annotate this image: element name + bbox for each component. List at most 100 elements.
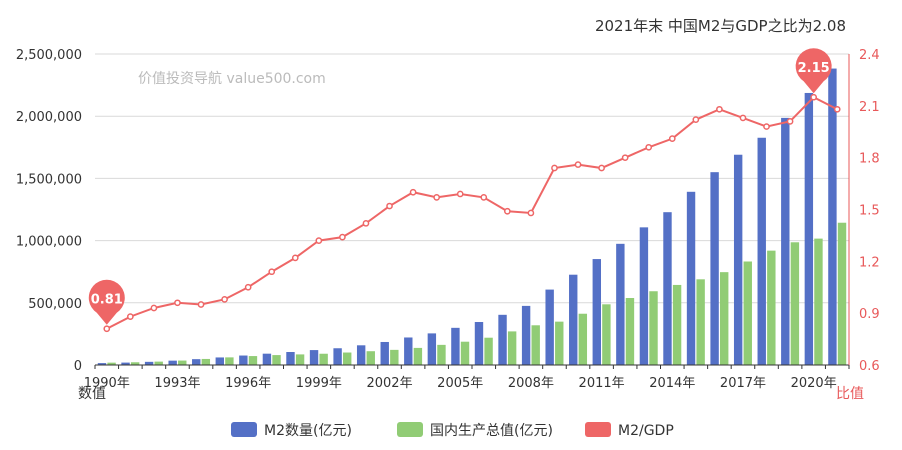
ratio-series-line (106, 95, 838, 330)
ratio-point (409, 188, 417, 196)
chart-title: 2021年末 中国M2与GDP之比为2.08 (595, 17, 846, 35)
x-tick-label: 2005年 (437, 376, 483, 391)
bar-m2 (663, 212, 672, 365)
bar-m2 (733, 154, 743, 365)
bar-gdp (767, 250, 776, 365)
bar-m2 (616, 243, 625, 365)
y-tick-label: 2,000,000 (16, 110, 82, 125)
x-tick-label: 1990年 (84, 376, 130, 391)
ratio-point (551, 164, 558, 172)
bar-gdp (672, 284, 682, 365)
bar-m2 (427, 333, 437, 365)
ratio-point (433, 194, 441, 201)
legend-gdp[interactable]: 国内生产总值(亿元) (397, 422, 553, 439)
x-tick-label: 2017年 (720, 376, 766, 391)
ratio-point (456, 190, 464, 198)
bar-m2 (686, 191, 696, 365)
bar-m2 (215, 357, 224, 365)
y-tick-label: 1,500,000 (16, 172, 82, 187)
ratio-point (833, 105, 841, 113)
ratio-point (268, 268, 276, 276)
ratio-point (291, 254, 299, 262)
marker-pin (88, 279, 125, 325)
bar-m2 (592, 259, 601, 365)
ratio-point (763, 123, 770, 130)
bar-m2 (144, 361, 154, 365)
bar-m2 (828, 68, 837, 366)
ratio-point (810, 93, 818, 101)
ratio-point (126, 313, 134, 320)
ratio-point (786, 118, 794, 125)
bar-gdp (390, 349, 399, 365)
ratio-point (197, 301, 205, 308)
bar-m2 (757, 137, 766, 365)
bar-gdp (814, 238, 823, 365)
x-tick-label: 2014年 (649, 376, 695, 391)
ratio-point (716, 105, 723, 113)
ratio-point (174, 299, 181, 307)
bar-m2 (380, 341, 389, 365)
bar-gdp (413, 347, 423, 365)
legend-ratio-swatch (585, 422, 611, 437)
x-tick-label: 2002年 (366, 376, 412, 391)
bar-m2 (309, 350, 319, 365)
bar-gdp (366, 351, 375, 365)
ratio-point (692, 116, 700, 124)
bar-m2 (168, 360, 177, 365)
y2-tick-label: 2.1 (859, 100, 880, 115)
ratio-point (621, 154, 629, 162)
y-axis-label: 数值 (78, 386, 106, 402)
ratio-point (150, 304, 158, 312)
bar-m2 (121, 362, 130, 365)
bar-m2 (498, 314, 507, 365)
bar-gdp (295, 354, 305, 365)
y2-tick-label: 2.4 (859, 48, 880, 63)
marker-label: 0.81 (91, 293, 123, 308)
ratio-point (527, 209, 535, 217)
bar-gdp (743, 261, 752, 365)
bar-m2 (239, 355, 248, 365)
y-tick-label: 500,000 (28, 297, 82, 312)
y-tick-label: 0 (74, 359, 82, 374)
ratio-point (645, 143, 653, 151)
legend[interactable]: M2数量(亿元) 国内生产总值(亿元) M2/GDP (231, 422, 674, 439)
bar-gdp (201, 358, 211, 365)
ratio-point (315, 237, 323, 244)
y2-tick-label: 1.5 (859, 204, 880, 219)
bar-gdp (460, 341, 470, 365)
legend-m2[interactable]: M2数量(亿元) (231, 422, 352, 439)
ratio-point (739, 114, 747, 122)
bar-gdp (602, 304, 611, 365)
ratio-point (480, 194, 488, 201)
bar-gdp (578, 313, 588, 365)
bar-gdp (790, 242, 800, 365)
bar-gdp (130, 362, 140, 365)
legend-ratio[interactable]: M2/GDP (585, 422, 674, 439)
y2-axis-label: 比值 (836, 386, 864, 402)
bars[interactable] (97, 68, 847, 366)
bar-m2 (781, 117, 790, 365)
bar-m2 (804, 92, 814, 365)
x-tick-label: 1999年 (296, 376, 342, 391)
axes: 0 500,000 1,000,000 1,500,000 2,000,000 2,500… (16, 48, 880, 391)
bar-m2 (639, 227, 649, 365)
bar-m2 (545, 289, 554, 365)
x-tick-label: 2011年 (579, 376, 625, 391)
bar-m2 (356, 345, 366, 365)
legend-gdp-label: 国内生产总值(亿元) (430, 423, 553, 439)
bar-gdp (107, 362, 116, 365)
bar-gdp (837, 222, 847, 365)
ratio-line[interactable] (103, 93, 841, 333)
bar-gdp (555, 321, 564, 365)
legend-gdp-swatch (397, 422, 423, 437)
bar-m2 (262, 353, 272, 365)
bar-m2 (286, 352, 295, 365)
bar-m2 (451, 327, 460, 365)
legend-ratio-label: M2/GDP (618, 423, 674, 439)
bar-gdp (720, 272, 729, 365)
watermark: 价值投资导航 value500.com (138, 71, 326, 87)
bar-m2 (404, 337, 413, 365)
y2-tick-label: 1.2 (859, 255, 880, 270)
y2-tick-label: 0.9 (859, 307, 880, 322)
bar-gdp (319, 353, 328, 365)
